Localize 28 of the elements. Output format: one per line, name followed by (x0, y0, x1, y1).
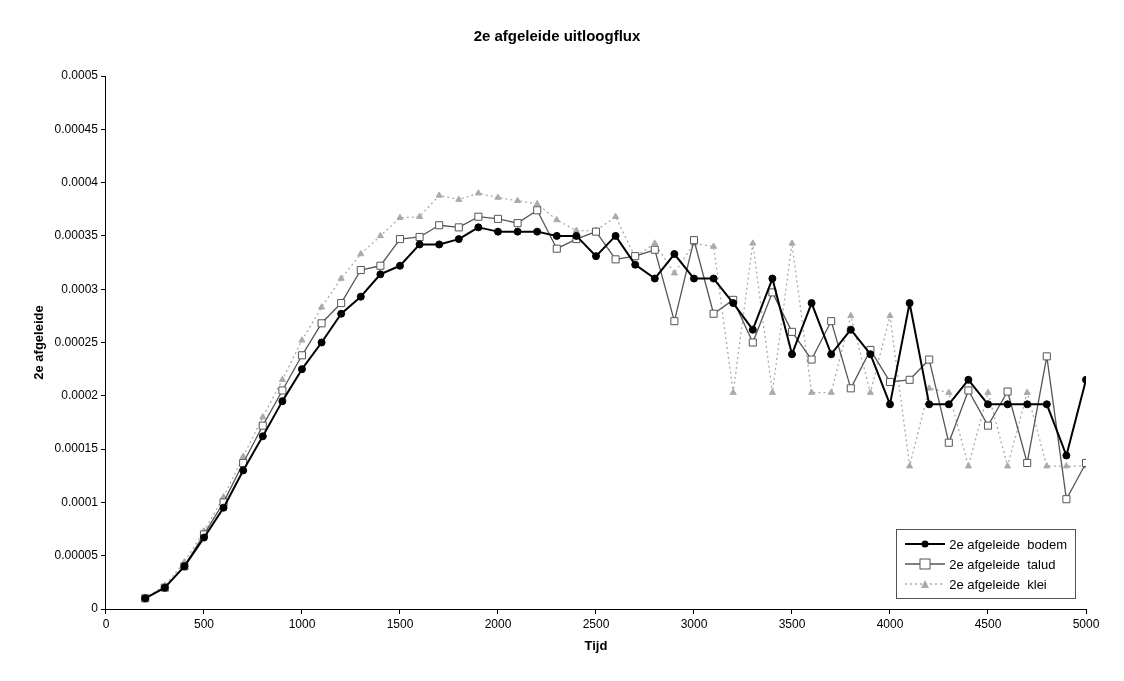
y-tick-label: 0 (91, 601, 99, 616)
x-tick-label: 2500 (582, 616, 610, 631)
x-tick-label: 0 (102, 616, 110, 631)
y-tick-label: 0.0002 (61, 388, 99, 403)
x-tick-label: 4500 (974, 616, 1002, 631)
chart-title: 2e afgeleide uitloogflux (473, 27, 641, 45)
y-tick-label: 0.0004 (61, 174, 99, 189)
legend-label: 2e afgeleide talud (949, 556, 1056, 572)
y-tick-label: 0.00045 (54, 121, 99, 136)
x-tick-label: 4000 (876, 616, 904, 631)
x-tick-label: 5000 (1072, 616, 1100, 631)
y-tick-label: 0.00015 (54, 441, 99, 456)
y-tick-label: 0.0003 (61, 281, 99, 296)
x-tick-label: 3000 (680, 616, 708, 631)
x-tick-label: 1500 (386, 616, 414, 631)
legend-label: 2e afgeleide bodem (949, 536, 1067, 552)
x-axis-title: Tijd (584, 637, 608, 653)
x-tick-label: 1000 (288, 616, 316, 631)
y-tick-label: 0.0005 (61, 68, 99, 83)
legend-label: 2e afgeleide klei (949, 576, 1047, 592)
x-tick-label: 2000 (484, 616, 512, 631)
y-axis-title: 2e afgeleide (31, 305, 47, 380)
x-tick-label: 500 (193, 616, 215, 631)
y-tick-label: 0.00035 (54, 228, 99, 243)
y-tick-label: 0.0001 (61, 494, 99, 509)
x-tick-label: 3500 (778, 616, 806, 631)
y-tick-label: 0.00005 (54, 548, 99, 563)
y-tick-label: 0.00025 (54, 334, 99, 349)
